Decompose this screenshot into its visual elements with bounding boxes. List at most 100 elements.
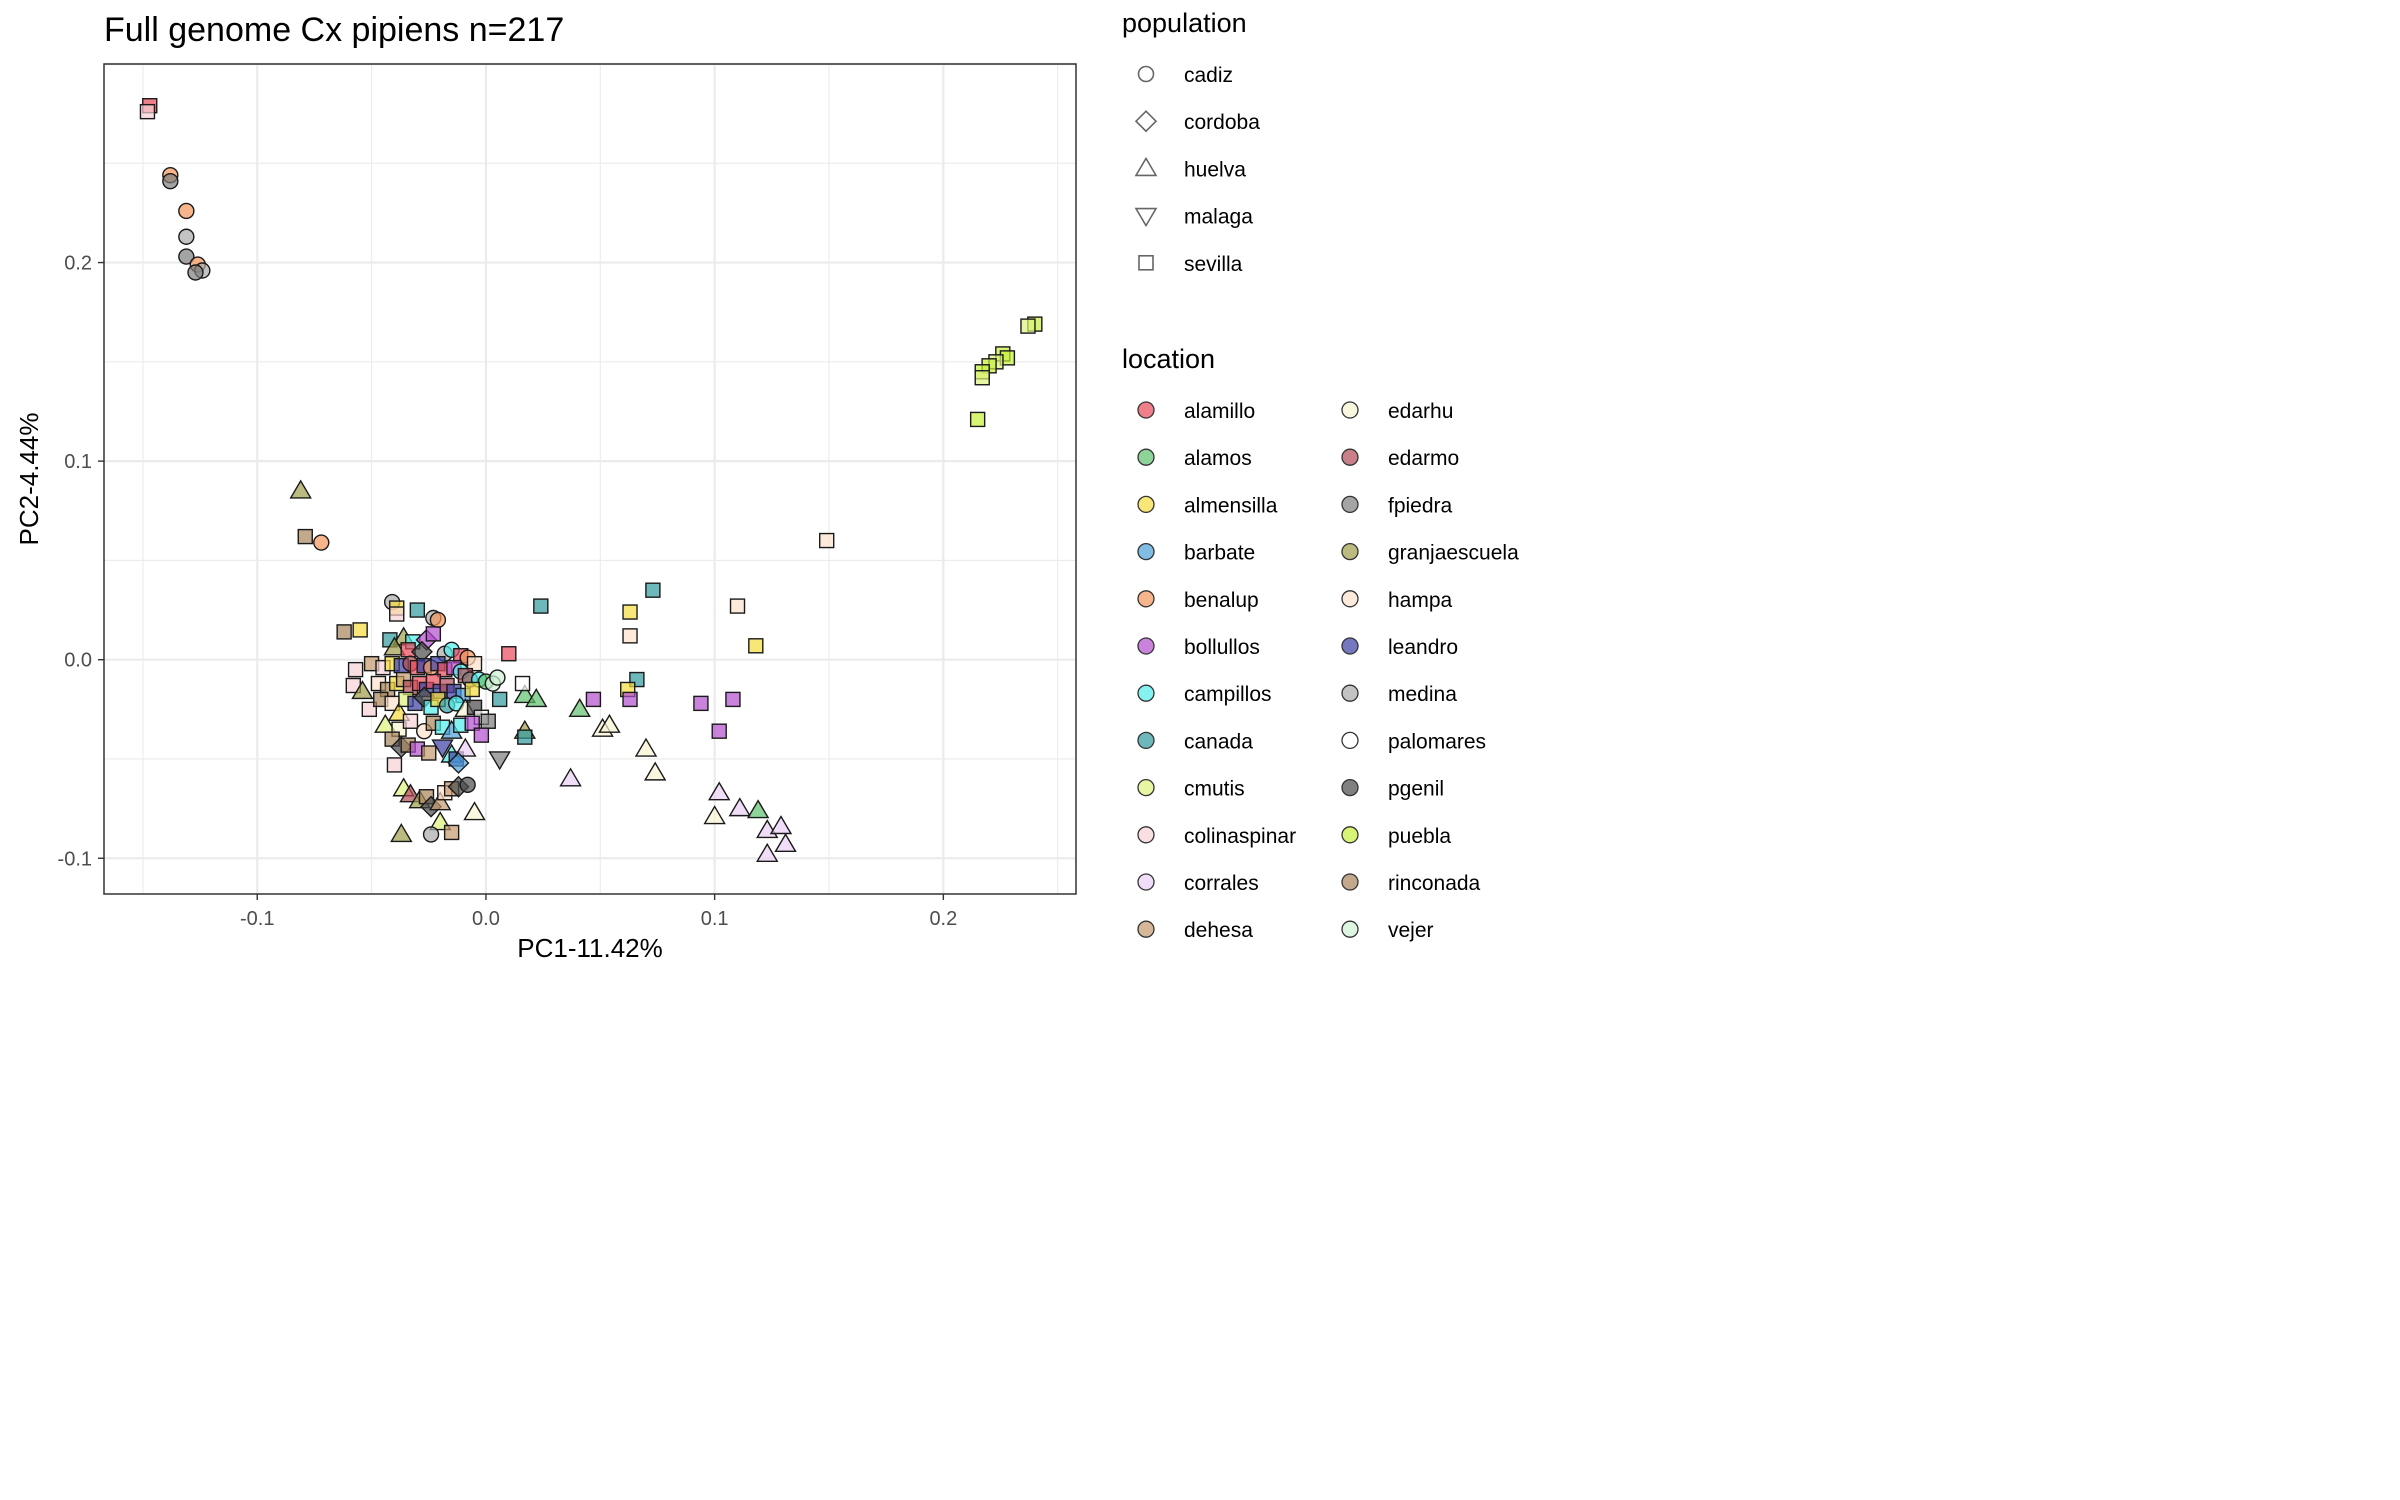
legend-key-campillos [1137, 684, 1155, 702]
data-point-granjaescuela-triangle-up [351, 680, 374, 700]
data-point-alamillo-square [501, 646, 517, 662]
legend-key-bollullos [1137, 637, 1155, 655]
data-point-dehesa-square [421, 745, 437, 761]
data-point-dehesa-square [443, 824, 460, 841]
legend-key-granjaescuela [1341, 542, 1359, 561]
data-point-corrales-triangle-up [774, 832, 797, 853]
data-point-colinaspinar-square [389, 606, 405, 622]
legend-label-medina: medina [1388, 683, 1457, 706]
data-point-edarhu-triangle-up [643, 761, 667, 781]
legend-label-campillos: campillos [1184, 683, 1272, 706]
legend-label-puebla: puebla [1388, 825, 1451, 848]
legend-label-palomares: palomares [1388, 730, 1486, 753]
data-point-corrales-triangle-up [707, 781, 731, 801]
data-point-medina-circle [422, 826, 440, 843]
data-point-granjaescuela-triangle-up [390, 823, 413, 843]
legend-label-fpiedra: fpiedra [1388, 494, 1453, 517]
legend-key-hampa [1341, 590, 1359, 608]
legend-key-triangle-down [1134, 207, 1158, 228]
data-point-bollullos-square [725, 691, 741, 708]
legend-key-colinaspinar [1137, 826, 1155, 844]
data-point-rinconada-square [336, 624, 352, 640]
y-tick-label: 0.0 [64, 650, 92, 672]
y-tick-label: -0.1 [58, 848, 92, 870]
location-legend: location alamillo alamos almensilla barbate… [1122, 344, 1519, 942]
data-point-hampa-square [466, 655, 483, 672]
data-point-granjaescuela-triangle-up [289, 479, 312, 499]
legend-label-cordoba: cordoba [1184, 111, 1260, 134]
legend-key-triangle-up [1134, 156, 1158, 177]
legend-label-corrales: corrales [1184, 872, 1259, 895]
axis-ticks: -0.1 0.0 0.1 0.2 -0.1 0.0 0.1 0.2 [58, 253, 958, 930]
population-legend-title: population [1122, 8, 1247, 38]
x-tick-label: -0.1 [240, 908, 274, 930]
data-point-bollullos-square [711, 723, 727, 739]
data-point-almensilla-square [352, 622, 368, 638]
data-point-alamos-triangle-up [746, 799, 770, 819]
data-point-pgenil-circle [459, 776, 476, 793]
chart-title: Full genome Cx pipiens n=217 [104, 11, 564, 49]
data-point-rinconada-square [297, 528, 313, 545]
legend-label-leandro: leandro [1388, 636, 1458, 659]
location-legend-title: location [1122, 344, 1215, 374]
legend-label-benalup: benalup [1184, 589, 1259, 612]
legend-label-huelva: huelva [1184, 158, 1246, 181]
plot-frame [103, 63, 1077, 895]
data-point-alamos-triangle-up [568, 697, 591, 718]
data-point-hampa-square [622, 628, 638, 644]
data-point-leandro-triangle-down [431, 739, 454, 759]
legend-key-circle [1137, 65, 1155, 83]
legend-key-cmutis [1137, 778, 1155, 797]
data-points [139, 97, 1043, 862]
data-point-alamos-triangle-up [513, 684, 537, 704]
data-point-granjaescuela-triangle-up [383, 636, 406, 656]
legend-key-leandro [1341, 637, 1359, 655]
legend-key-diamond [1134, 110, 1158, 133]
legend-label-canada: canada [1184, 730, 1253, 753]
data-point-hampa-square [729, 598, 746, 614]
legend-label-barbate: barbate [1184, 542, 1255, 565]
x-tick-label: 0.1 [701, 908, 729, 930]
data-point-corrales-triangle-up [559, 767, 582, 787]
data-point-bollullos-square [693, 695, 709, 712]
data-point-fpiedra-circle [178, 248, 195, 265]
data-point-edarhu-triangle-up [703, 805, 726, 825]
plot-background [104, 64, 1076, 894]
data-point-medina-circle [178, 228, 195, 245]
data-point-colinaspinar-square [139, 103, 156, 120]
x-tick-label: 0.2 [929, 908, 957, 930]
legend-key-alamos [1137, 448, 1155, 466]
legend-label-pgenil: pgenil [1388, 778, 1444, 801]
data-point-benalup-circle [178, 202, 195, 220]
data-point-benalup-circle [429, 611, 447, 629]
legend-key-canada [1137, 731, 1155, 750]
legend-key-edarhu [1341, 401, 1359, 419]
data-point-bollullos-square [425, 626, 442, 642]
legend-label-dehesa: dehesa [1184, 919, 1253, 942]
plot-area [104, 64, 1076, 894]
data-point-corrales-triangle-up [728, 797, 752, 817]
data-point-bollullos-square [473, 727, 490, 743]
legend-key-barbate [1137, 542, 1155, 561]
data-point-almensilla-square [748, 638, 764, 654]
y-axis-title: PC2-4.44% [14, 413, 44, 546]
legend-label-alamos: alamos [1184, 447, 1252, 470]
data-point-fpiedra-circle [187, 264, 204, 281]
legend-key-fpiedra [1341, 495, 1359, 514]
data-point-canada-square [517, 729, 533, 745]
data-point-colinaspinar-square [386, 757, 403, 773]
data-point-benalup-circle [313, 534, 330, 551]
legend-key-puebla [1341, 826, 1359, 844]
legend-key-square [1138, 255, 1154, 271]
data-point-cmutis-square [1020, 318, 1036, 334]
x-tick-label: 0.0 [472, 908, 500, 930]
legend-label-sevilla: sevilla [1184, 253, 1243, 276]
legend-label-cmutis: cmutis [1184, 778, 1245, 801]
plot-border [103, 63, 1077, 895]
legend-label-rinconada: rinconada [1388, 872, 1481, 895]
data-point-palomares-square [514, 675, 531, 692]
data-point-dehesa-triangle-up [428, 791, 452, 811]
data-point-canada-square [645, 582, 661, 598]
data-point-colinaspinar-square [402, 713, 419, 729]
legend-key-medina [1341, 684, 1359, 702]
